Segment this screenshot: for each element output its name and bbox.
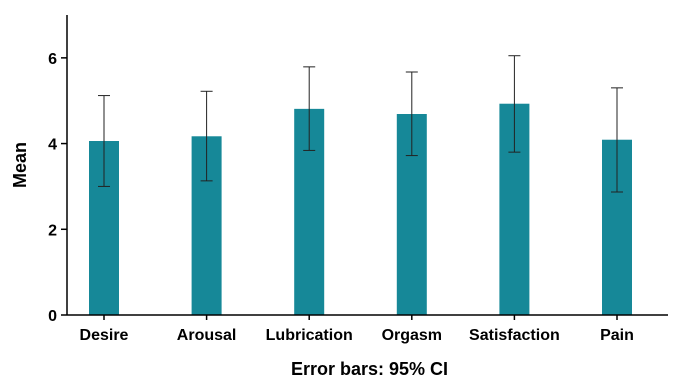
y-tick-label: 6 [48,51,57,68]
x-tick-label-arousal: Arousal [177,327,237,344]
plot-area [89,55,632,315]
x-tick-label-pain: Pain [600,327,634,344]
y-tick-label: 0 [48,308,57,325]
x-axis-title: Error bars: 95% CI [291,359,448,379]
x-tick-label-satisfaction: Satisfaction [469,327,560,344]
x-tick-label-orgasm: Orgasm [382,327,442,344]
y-tick-label: 4 [48,137,57,154]
x-tick-label-lubrication: Lubrication [266,327,353,344]
x-tick-label-desire: Desire [80,327,129,344]
y-tick-label: 2 [48,222,57,239]
y-axis-title: Mean [10,142,30,188]
